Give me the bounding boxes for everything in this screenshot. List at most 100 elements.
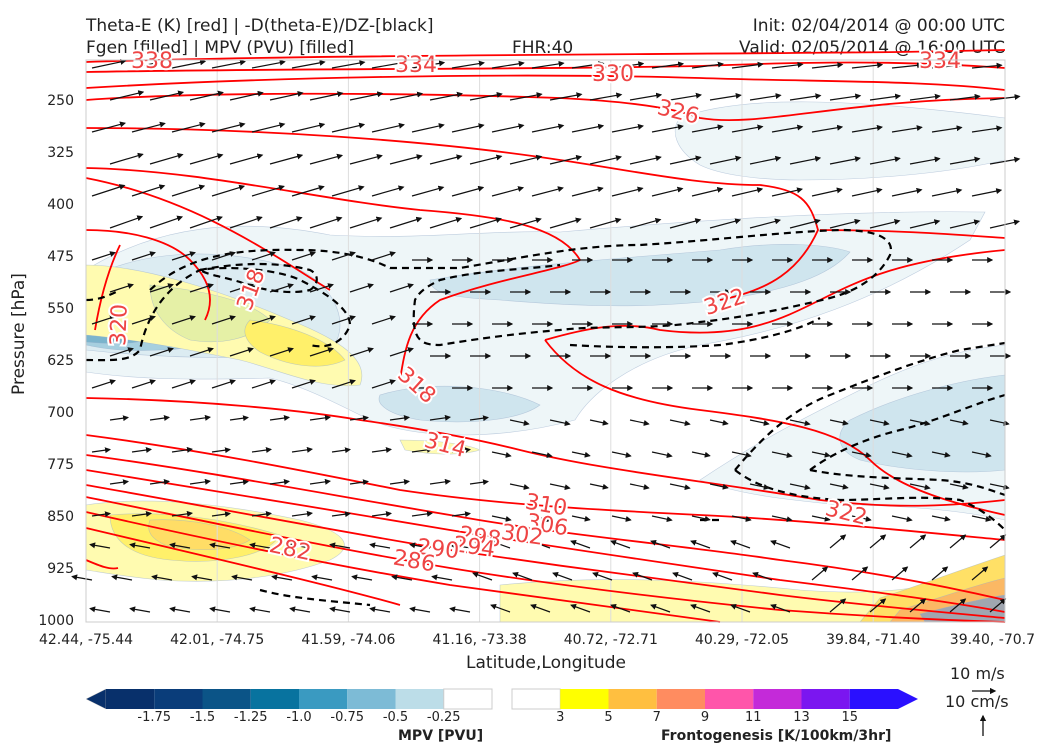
dthetae-dz-contour-line [809,393,1006,471]
fgen-colorbar-tick: 3 [556,710,565,725]
wind-vector-arrow [309,347,334,357]
wind-vector-arrow [349,91,384,101]
wind-vector-arrow [449,542,471,549]
wind-vector-arrow [269,91,304,101]
mpv-colorbar-swatch [395,689,444,709]
wind-vector-arrow [371,511,393,517]
wind-vector-arrow [411,510,433,517]
wind-vector-arrow [411,185,445,197]
dthetae-dz-contours [85,228,1006,607]
wind-vector-arrow [229,283,254,293]
mpv-colorbar-swatch [443,688,493,710]
wind-vector-arrow [709,218,742,229]
wind-vector-arrow [770,603,791,613]
x-tick-label: 41.16, -73.38 [432,632,527,648]
wind-vector-arrow [251,379,276,389]
wind-vector-arrow [449,606,471,613]
wind-vector-arrow [289,542,311,549]
wind-vector-arrow [770,539,791,549]
wind-vector-arrow [171,251,196,261]
wind-vector-arrow [91,58,127,69]
wind-vector-arrow [251,59,286,69]
forecast-hour: FHR:40 [512,38,574,58]
wind-vector-arrow [191,574,213,581]
wind-vector-arrow [629,92,663,101]
wind-vectors [71,58,1021,613]
wind-vector-arrow [731,515,752,522]
wind-vector-arrow [331,315,356,325]
wind-vector-arrow [91,121,127,133]
wind-vector-arrow [570,603,591,613]
wind-vector-arrow [331,379,356,389]
wind-vector-arrow [971,188,1003,197]
mpv-colorbar-tick: -1.25 [233,710,268,725]
wind-vector-arrow [371,379,396,389]
wind-vector-arrow [530,603,551,613]
wind-vector-arrow [829,483,849,490]
wind-vector-arrow [610,603,631,613]
wind-vector-arrow [691,61,724,69]
wind-vector-arrow [429,478,451,485]
wind-vector-arrow [789,419,811,427]
wind-vector-arrow [129,542,151,549]
wind-vector-arrow [189,215,223,229]
wind-vector-arrow [411,123,445,133]
wind-vector-arrow [789,218,821,229]
theta-e-contour-label: 330 [592,62,634,87]
wind-vector-arrow [549,483,571,491]
wind-vector-arrow [189,283,214,293]
x-tick-label: 41.59, -74.06 [301,632,396,648]
wind-vector-arrow [131,379,156,389]
wind-vector-arrow [730,539,751,549]
wind-vector-arrow [251,184,285,197]
theta-e-contour-label: 334 [395,53,437,78]
wind-vector-arrow [271,574,293,581]
wind-vector-arrow [109,479,130,486]
wind-vector-arrow [291,185,325,197]
wind-vector-arrow [651,124,684,133]
theta-e-contour-line [85,167,582,381]
wind-vector-arrow [131,447,153,453]
wind-vector-arrow [411,446,433,453]
wind-vector-arrow [131,251,156,261]
wind-vector-arrow [369,542,391,549]
wind-vector-arrow [592,571,613,581]
wind-vector-arrow [851,62,884,69]
wind-vector-arrow [91,447,112,454]
dthetae-dz-contour-line [85,289,121,302]
wind-vector-arrow [989,219,1021,229]
wind-vector-arrow [531,451,553,459]
wind-vector-arrow [909,483,931,491]
wind-vector-arrow [789,483,811,491]
wind-vector-arrow [869,219,901,229]
wind-vector-arrow [389,479,411,485]
theta-e-contour-line [85,434,1006,541]
wind-vector-arrow [171,59,207,69]
wind-vector-arrow [149,215,184,229]
wind-vector-arrow [490,539,511,549]
wind-vector-arrow [331,251,356,261]
x-tick-label: 40.29, -72.05 [694,632,790,648]
wind-vector-arrow [211,315,236,325]
wind-vector-arrow [611,61,645,69]
wind-vector-arrow [949,598,967,613]
wind-vector-arrow [709,483,729,490]
wind-vector-arrow [109,152,144,165]
filled-contour-region [674,101,1006,181]
wind-vector-arrow [771,515,793,523]
wind-vector-arrow [971,451,992,458]
colorbars [85,687,997,736]
wind-vector-arrow [151,574,173,581]
wind-vector-arrow [269,479,291,485]
theta-e-contour-line [544,249,1006,341]
theta-e-contour-line [85,127,819,301]
wind-vector-arrow [651,451,673,459]
y-tick-label: 850 [47,508,74,525]
y-tick-label: 550 [47,300,74,317]
wind-vector-arrow [149,283,174,293]
fgen-colorbar-swatch [705,689,754,709]
chart-subtitle: Fgen [filled] | MPV (PVU) [filled] [86,38,355,58]
wind-vector-arrow [91,251,116,261]
reference-vector-vertical-label: 10 cm/s [945,692,1009,711]
wind-vector-arrow [669,419,691,427]
